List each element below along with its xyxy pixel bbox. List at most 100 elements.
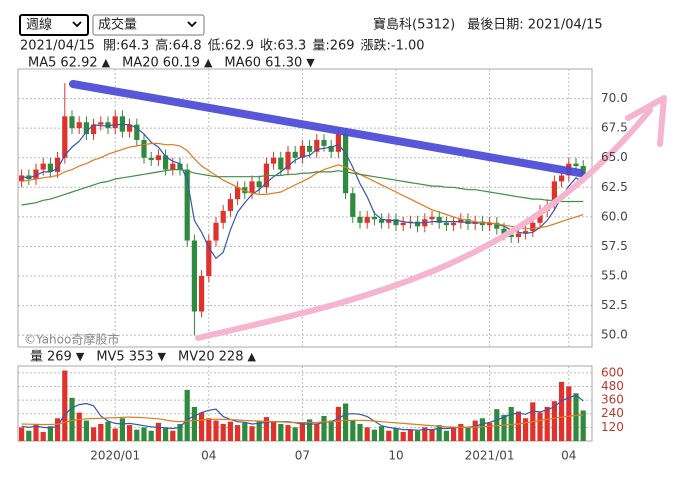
candle-body [278, 157, 284, 170]
volume-bar [551, 401, 557, 441]
x-tick-label: 2020/01 [90, 449, 140, 463]
quote-label: 低: [208, 39, 225, 54]
volume-bar [465, 427, 471, 441]
candle-body [55, 157, 61, 172]
volume-bar [206, 418, 212, 441]
candle-body [299, 145, 305, 158]
volume-bar [177, 423, 183, 441]
candle-body [127, 124, 133, 132]
volume-bar [314, 423, 320, 441]
volume-bar [213, 420, 219, 441]
y-tick-label: 62.5 [601, 180, 628, 194]
volume-bar [184, 389, 190, 441]
volume-bar [19, 427, 25, 441]
y-tick-label: 240 [601, 406, 624, 420]
x-tick-label: 07 [295, 449, 310, 463]
volume-bar [566, 386, 572, 441]
volume-bar [451, 428, 457, 441]
volume-bar [55, 418, 61, 441]
volume-bar [515, 411, 521, 441]
candle-body [321, 139, 327, 146]
volume-bar [328, 420, 334, 441]
volume-bar [256, 420, 262, 441]
candle-body [523, 231, 529, 234]
candle-body [62, 116, 68, 158]
y-tick-label: 480 [601, 379, 624, 393]
candle-body [33, 169, 39, 180]
candle-body [199, 276, 205, 312]
volume-bar [371, 429, 377, 441]
candle-body [235, 187, 241, 200]
candle-body [465, 219, 471, 224]
candle-body [551, 181, 557, 206]
ma-line [21, 169, 584, 206]
volume-bar [98, 423, 104, 441]
candle-body [559, 175, 565, 182]
volume-bar [278, 423, 284, 441]
volume-bar [155, 422, 161, 441]
candle-body [40, 163, 46, 170]
volume-bar [343, 403, 349, 441]
y-tick-label: 360 [601, 393, 624, 407]
legend-trend: ▲ [102, 56, 111, 69]
candle-body [335, 134, 341, 152]
volume-bar [494, 409, 500, 441]
indicator-select[interactable] [92, 14, 205, 36]
volume-bar [559, 381, 565, 441]
y-tick-label: 600 [601, 365, 624, 379]
candle-body [451, 222, 457, 226]
candle-body [76, 122, 82, 129]
drawn-trend-line [69, 80, 584, 177]
volume-bar [62, 370, 68, 441]
legend-value: 60.19 [163, 56, 200, 71]
legend-name: MA60 [224, 56, 261, 71]
candle-body [515, 233, 521, 237]
select-arrow [72, 21, 82, 28]
volume-bar [364, 427, 370, 441]
legend-name: MV20 [178, 350, 215, 365]
candle-body [292, 151, 298, 158]
watermark: ©Yahoo奇摩股市 [24, 332, 119, 347]
candle-body [141, 139, 147, 158]
drawn-arrow [195, 107, 653, 341]
volume-bar [285, 425, 291, 441]
candle-body [371, 216, 377, 220]
volume-bar [436, 425, 442, 441]
volume-bar [321, 416, 327, 441]
candle-body [393, 219, 399, 226]
legend-trend: ▼ [306, 56, 315, 69]
volume-bar [191, 406, 197, 441]
candle-body [494, 222, 500, 229]
candle-body [98, 122, 104, 125]
candle-body [206, 240, 212, 277]
x-tick-label: 2021/01 [465, 449, 515, 463]
candle-body [91, 124, 97, 135]
ma-line [21, 394, 584, 431]
quote-value: 269 [330, 39, 355, 54]
indicator-select-text: 成交量 [98, 17, 137, 33]
candle-body [443, 222, 449, 226]
volume-bar [407, 429, 413, 441]
volume-bar [573, 393, 579, 441]
volume-bar [400, 431, 406, 441]
volume-bar [163, 428, 169, 441]
volume-bar [357, 423, 363, 441]
candle-body [537, 210, 543, 223]
volume-bar [105, 421, 111, 441]
legend-value: 228 [219, 350, 244, 365]
candle-body [400, 222, 406, 226]
volume-bar [335, 406, 341, 441]
quote-label: 漲跌: [361, 38, 391, 54]
ma-line [21, 414, 584, 428]
candle-body [148, 157, 154, 161]
candle-body [184, 169, 190, 241]
legend-name: MA20 [122, 56, 159, 71]
x-tick-label: 04 [561, 449, 576, 463]
price-panel [17, 68, 593, 348]
volume-bar [127, 425, 133, 441]
candle-body [314, 139, 320, 152]
candle-body [83, 122, 89, 135]
volume-bar [443, 430, 449, 441]
period-select[interactable] [19, 14, 89, 36]
